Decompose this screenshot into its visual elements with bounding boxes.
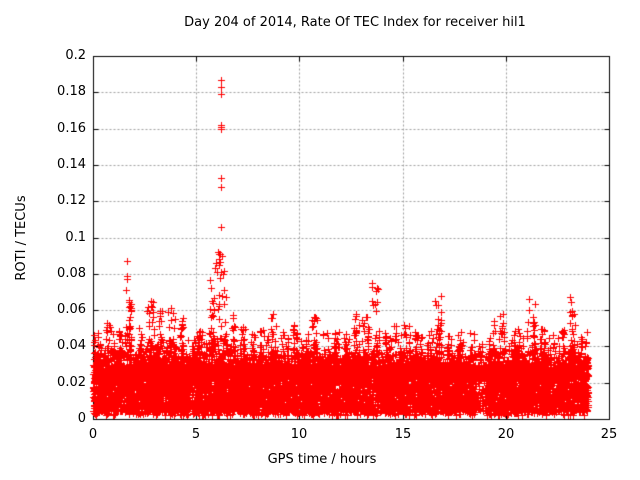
y-tick-label: 0.02	[57, 375, 86, 390]
chart-title: Day 204 of 2014, Rate Of TEC Index for r…	[184, 15, 526, 30]
x-tick-label: 5	[191, 427, 201, 442]
y-tick-label: 0.1	[65, 230, 86, 245]
x-tick-label: 0	[88, 427, 98, 442]
x-tick-label: 15	[394, 427, 412, 442]
x-tick-label: 10	[290, 427, 308, 442]
y-tick-label: 0.12	[57, 193, 86, 208]
y-tick-label: 0.14	[57, 157, 86, 172]
y-tick-label: 0.06	[57, 302, 86, 317]
y-axis-title: ROTI / TECUs	[14, 195, 29, 281]
x-tick-label: 20	[497, 427, 515, 442]
y-tick-label: 0.2	[65, 48, 86, 63]
y-tick-label: 0	[77, 411, 86, 426]
x-tick-label: 25	[600, 427, 618, 442]
y-tick-label: 0.04	[57, 338, 86, 353]
y-tick-label: 0.08	[57, 266, 86, 281]
x-axis-title: GPS time / hours	[267, 452, 377, 467]
y-tick-label: 0.16	[57, 121, 86, 136]
y-tick-label: 0.18	[57, 84, 86, 99]
